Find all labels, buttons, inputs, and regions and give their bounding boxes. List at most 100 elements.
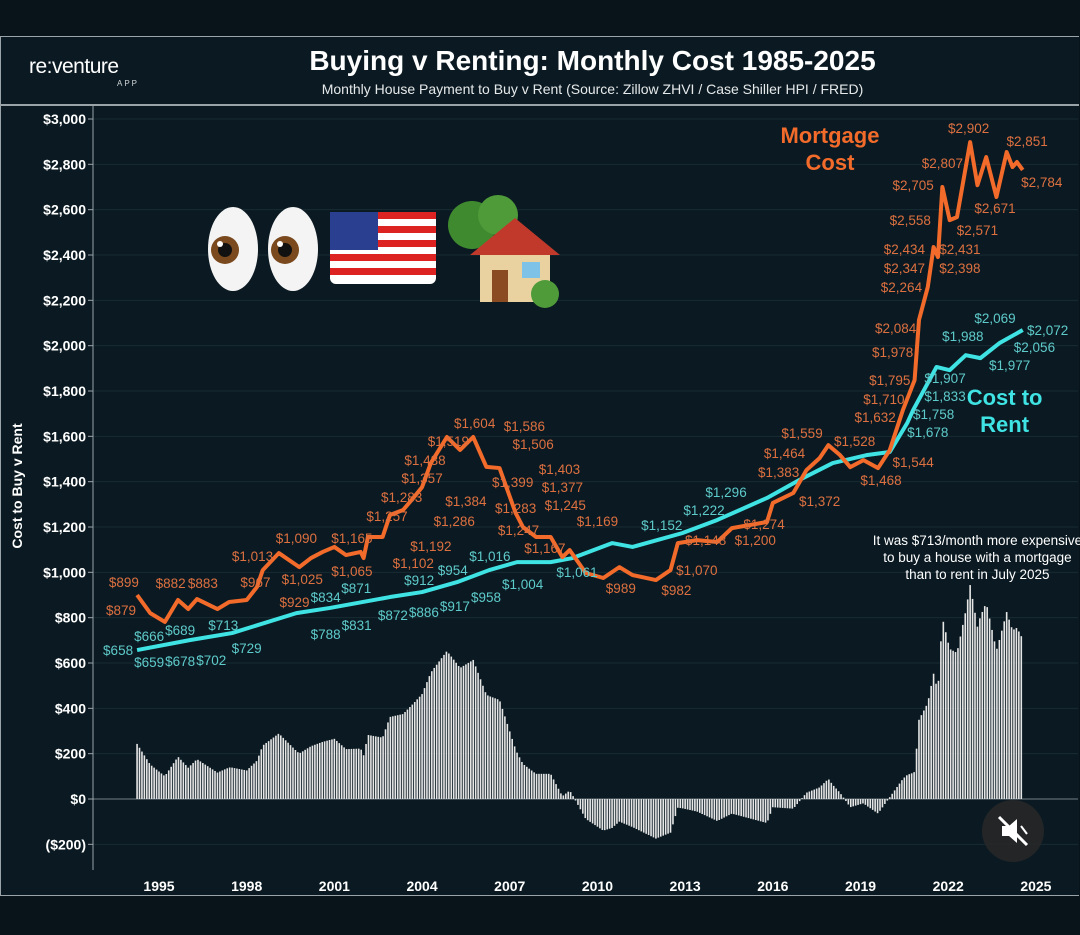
difference-bar [535,773,538,799]
mortgage-data-label: $1,165 [331,531,372,546]
difference-bar [728,799,730,816]
difference-bar [998,639,1001,799]
difference-bar [160,773,163,799]
chart-frame: re:venture APP Buying v Renting: Monthly… [0,36,1079,896]
x-tick-label: 2001 [319,878,350,894]
difference-bar [608,799,611,829]
difference-bar [825,780,828,799]
difference-bar [491,697,494,799]
y-tick-label: $3,000 [43,111,86,127]
annotation-line: than to rent in July 2025 [905,567,1049,582]
difference-bar [801,798,803,799]
difference-bar [172,763,175,799]
difference-bar [679,799,682,809]
difference-bar [516,752,518,799]
annotation-line: It was $713/month more expensive [873,533,1080,548]
mortgage-data-label: $1,464 [764,446,806,461]
difference-bar [262,744,265,799]
difference-bar [365,743,367,799]
difference-bar [857,799,859,805]
difference-bar [538,773,540,799]
mortgage-data-label: $2,084 [875,321,917,336]
difference-bar [745,799,747,818]
difference-bar [932,673,935,799]
x-tick-label: 2007 [494,878,525,894]
x-tick-label: 2025 [1020,878,1051,894]
difference-bar [993,641,996,799]
difference-bar [197,759,199,799]
difference-bar [574,799,577,801]
difference-bar [452,659,455,799]
difference-bar [241,769,243,799]
difference-bar [793,799,796,807]
difference-bar [223,769,226,799]
difference-bar [272,737,275,799]
y-tick-label: $2,200 [43,292,86,308]
annotation: It was $713/month more expensive to buy a… [873,533,1080,582]
difference-bar [1015,628,1018,799]
difference-bar [913,772,915,799]
difference-bar [854,799,857,806]
difference-bar [842,797,845,799]
difference-bar [786,799,789,809]
difference-bar [737,799,740,816]
difference-bar [309,746,311,799]
difference-bar [898,783,901,799]
difference-bar [730,799,733,814]
difference-bar [772,799,774,808]
difference-bar [177,757,180,799]
difference-bar [708,799,711,818]
difference-bar [362,755,365,799]
difference-bar [557,788,560,799]
difference-bar [652,799,655,838]
x-tick-label: 2022 [933,878,964,894]
difference-bar [813,789,816,799]
rent-data-label: $788 [311,627,341,642]
mortgage-data-label: $1,025 [282,572,323,587]
rent-data-label: $1,988 [942,329,983,344]
difference-bar [370,735,372,799]
difference-bar [659,799,662,837]
difference-bar [292,747,294,799]
mortgage-data-label: $1,167 [524,541,565,556]
mortgage-data-label: $1,013 [232,549,273,564]
difference-bar [903,777,906,799]
mortgage-data-label: $1,102 [393,556,434,571]
difference-bar [835,788,837,799]
difference-bar [767,799,769,821]
y-tick-label: $2,400 [43,247,86,263]
difference-bar [504,716,506,799]
difference-bars [93,585,1078,839]
difference-bar [275,735,277,799]
mortgage-data-label: $1,283 [381,490,422,505]
difference-bar [472,659,475,799]
mortgage-data-label: $1,438 [404,453,445,468]
difference-bar [540,773,543,799]
mortgage-data-label: $1,283 [495,501,536,516]
mortgage-data-label: $1,286 [434,514,475,529]
difference-bar [336,740,338,799]
difference-bar [343,747,345,799]
mortgage-data-label: $882 [156,576,186,591]
difference-bar [331,739,333,799]
difference-bar [779,799,781,808]
mortgage-data-label: $989 [606,581,636,596]
mute-button[interactable] [982,800,1044,862]
mortgage-data-label: $1,257 [366,509,407,524]
difference-bar [513,746,516,799]
y-tick-label: $800 [55,610,86,626]
difference-bar [781,799,784,808]
difference-bar [784,799,786,809]
difference-bar [477,672,479,799]
mortgage-data-label: $1,586 [504,419,545,434]
difference-bar [862,799,864,804]
difference-bar [543,773,545,799]
difference-bar [959,636,962,799]
difference-bar [182,762,185,799]
difference-bar [479,679,482,799]
mortgage-legend-label: Mortgage [780,123,879,148]
difference-bar [367,735,370,799]
difference-bar [284,740,287,799]
mortgage-data-label: $1,468 [860,473,901,488]
